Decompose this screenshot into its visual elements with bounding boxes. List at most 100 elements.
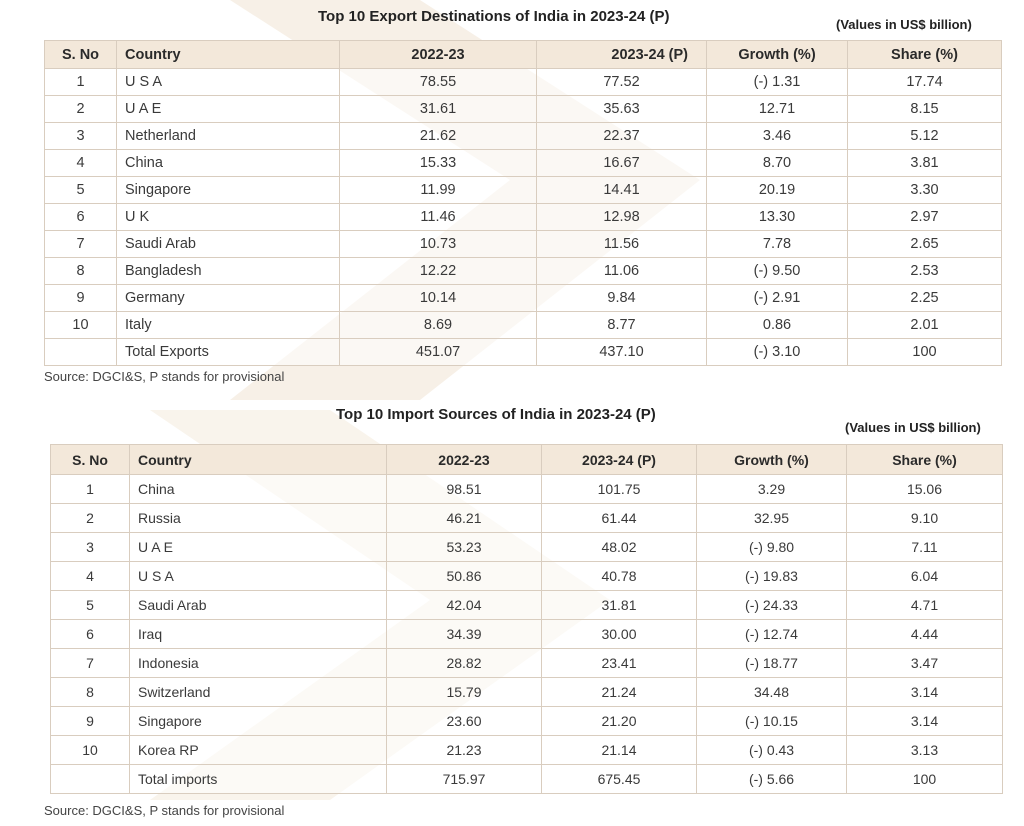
- value-2022-23-cell: 42.04: [386, 590, 542, 620]
- country-cell: Singapore: [129, 706, 387, 736]
- value-2023-24-cell: 40.78: [541, 561, 697, 591]
- table-row: 5 Saudi Arab 42.04 31.81 (-) 24.33 4.71: [50, 590, 1003, 620]
- table-row: 7 Indonesia 28.82 23.41 (-) 18.77 3.47: [50, 648, 1003, 678]
- table-row: 6 Iraq 34.39 30.00 (-) 12.74 4.44: [50, 619, 1003, 649]
- serial-cell: 9: [50, 706, 130, 736]
- country-cell: U S A: [116, 68, 340, 96]
- country-cell: Total Exports: [116, 338, 340, 366]
- growth-cell: 13.30: [706, 203, 848, 231]
- serial-cell: 1: [44, 68, 117, 96]
- import-table-title: Top 10 Import Sources of India in 2023-2…: [336, 406, 656, 423]
- country-cell: Bangladesh: [116, 257, 340, 285]
- share-cell: 8.15: [847, 95, 1002, 123]
- share-cell: 5.12: [847, 122, 1002, 150]
- value-2023-24-cell: 9.84: [536, 284, 707, 312]
- value-2022-23-cell: 46.21: [386, 503, 542, 533]
- serial-cell: 2: [50, 503, 130, 533]
- column-header: S. No: [50, 444, 130, 475]
- serial-cell: [50, 764, 130, 794]
- serial-cell: 7: [50, 648, 130, 678]
- value-2023-24-cell: 21.20: [541, 706, 697, 736]
- share-cell: 3.47: [846, 648, 1003, 678]
- value-2022-23-cell: 21.23: [386, 735, 542, 765]
- value-2022-23-cell: 10.14: [339, 284, 537, 312]
- value-2022-23-cell: 10.73: [339, 230, 537, 258]
- value-2023-24-cell: 48.02: [541, 532, 697, 562]
- growth-cell: (-) 12.74: [696, 619, 847, 649]
- share-cell: 2.25: [847, 284, 1002, 312]
- value-2022-23-cell: 50.86: [386, 561, 542, 591]
- serial-cell: 10: [44, 311, 117, 339]
- table-row: 8 Bangladesh 12.22 11.06 (-) 9.50 2.53: [44, 257, 1002, 285]
- growth-cell: (-) 2.91: [706, 284, 848, 312]
- value-2023-24-cell: 21.24: [541, 677, 697, 707]
- growth-cell: (-) 9.50: [706, 257, 848, 285]
- column-header: S. No: [44, 40, 117, 69]
- value-2023-24-cell: 101.75: [541, 474, 697, 504]
- value-2022-23-cell: 53.23: [386, 532, 542, 562]
- column-header: 2023-24 (P): [541, 444, 697, 475]
- serial-cell: 4: [50, 561, 130, 591]
- serial-cell: 6: [44, 203, 117, 231]
- growth-cell: (-) 5.66: [696, 764, 847, 794]
- growth-cell: 20.19: [706, 176, 848, 204]
- share-cell: 15.06: [846, 474, 1003, 504]
- table-header-row: S. No Country 2022-23 2023-24 (P) Growth…: [44, 40, 1002, 69]
- import-source-note: Source: DGCI&S, P stands for provisional: [44, 803, 285, 818]
- serial-cell: 5: [50, 590, 130, 620]
- country-cell: Total imports: [129, 764, 387, 794]
- growth-cell: 8.70: [706, 149, 848, 177]
- table-row: 7 Saudi Arab 10.73 11.56 7.78 2.65: [44, 230, 1002, 258]
- country-cell: Iraq: [129, 619, 387, 649]
- value-2022-23-cell: 34.39: [386, 619, 542, 649]
- share-cell: 2.65: [847, 230, 1002, 258]
- share-cell: 4.44: [846, 619, 1003, 649]
- growth-cell: (-) 18.77: [696, 648, 847, 678]
- serial-cell: 8: [44, 257, 117, 285]
- country-cell: U S A: [129, 561, 387, 591]
- serial-cell: [44, 338, 117, 366]
- serial-cell: 3: [44, 122, 117, 150]
- value-2022-23-cell: 15.79: [386, 677, 542, 707]
- share-cell: 2.53: [847, 257, 1002, 285]
- growth-cell: 3.29: [696, 474, 847, 504]
- country-cell: U K: [116, 203, 340, 231]
- serial-cell: 1: [50, 474, 130, 504]
- share-cell: 17.74: [847, 68, 1002, 96]
- country-cell: Saudi Arab: [116, 230, 340, 258]
- country-cell: Saudi Arab: [129, 590, 387, 620]
- total-row: Total Exports 451.07 437.10 (-) 3.10 100: [44, 338, 1002, 366]
- export-units-note: (Values in US$ billion): [836, 17, 972, 32]
- serial-cell: 2: [44, 95, 117, 123]
- value-2023-24-cell: 35.63: [536, 95, 707, 123]
- country-cell: Switzerland: [129, 677, 387, 707]
- growth-cell: (-) 10.15: [696, 706, 847, 736]
- value-2023-24-cell: 675.45: [541, 764, 697, 794]
- table-row: 4 China 15.33 16.67 8.70 3.81: [44, 149, 1002, 177]
- table-row: 9 Singapore 23.60 21.20 (-) 10.15 3.14: [50, 706, 1003, 736]
- country-cell: Indonesia: [129, 648, 387, 678]
- value-2022-23-cell: 11.46: [339, 203, 537, 231]
- serial-cell: 6: [50, 619, 130, 649]
- country-cell: China: [116, 149, 340, 177]
- value-2022-23-cell: 15.33: [339, 149, 537, 177]
- table-row: 8 Switzerland 15.79 21.24 34.48 3.14: [50, 677, 1003, 707]
- table-row: 2 Russia 46.21 61.44 32.95 9.10: [50, 503, 1003, 533]
- export-source-note: Source: DGCI&S, P stands for provisional: [44, 369, 285, 384]
- serial-cell: 5: [44, 176, 117, 204]
- value-2022-23-cell: 21.62: [339, 122, 537, 150]
- country-cell: Germany: [116, 284, 340, 312]
- share-cell: 2.97: [847, 203, 1002, 231]
- value-2022-23-cell: 12.22: [339, 257, 537, 285]
- value-2022-23-cell: 28.82: [386, 648, 542, 678]
- table-row: 10 Italy 8.69 8.77 0.86 2.01: [44, 311, 1002, 339]
- export-destinations-table: S. No Country 2022-23 2023-24 (P) Growth…: [44, 40, 1002, 366]
- import-sources-table: S. No Country 2022-23 2023-24 (P) Growth…: [50, 444, 1003, 794]
- serial-cell: 9: [44, 284, 117, 312]
- column-header: Country: [129, 444, 387, 475]
- country-cell: China: [129, 474, 387, 504]
